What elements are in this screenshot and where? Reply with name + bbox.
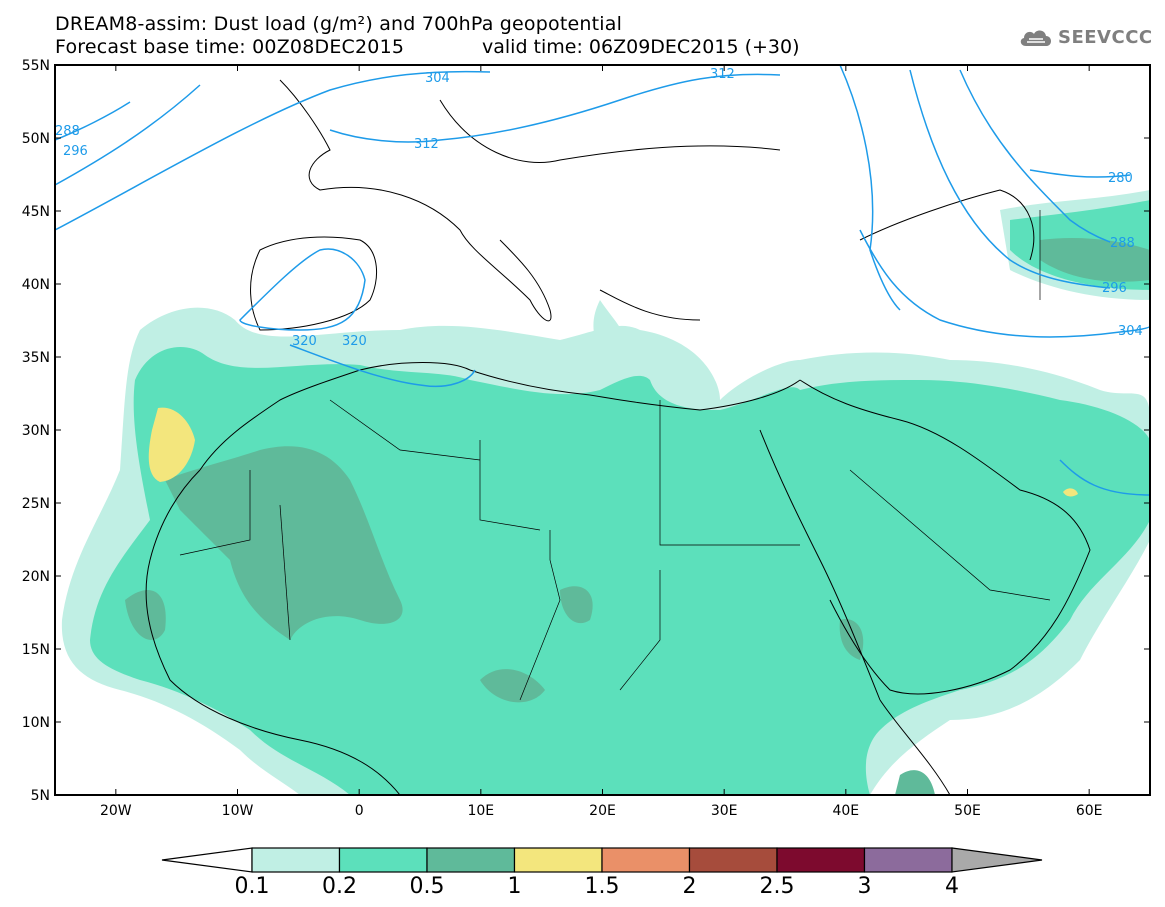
latitude-axis: 55N 50N 45N 40N 35N 30N 25N 20N 15N 10N 5N — [22, 58, 1150, 804]
colorbar-box — [251, 847, 341, 873]
colorbar-tick-label: 0.5 — [410, 874, 445, 899]
lon-tick-label: 50E — [954, 803, 981, 819]
lon-tick-label: 30E — [711, 803, 738, 819]
lat-tick-label: 10N — [22, 715, 50, 731]
colorbar: 0.1 0.2 0.5 1 1.5 2 2.5 3 4 — [161, 847, 1043, 899]
contour-label: 304 — [425, 71, 450, 86]
lat-tick-label: 30N — [22, 423, 50, 439]
lon-tick-label: 40E — [832, 803, 859, 819]
colorbar-tick-label: 4 — [945, 874, 959, 899]
colorbar-max-arrow — [951, 847, 1043, 873]
lon-tick-label: 0 — [355, 803, 364, 819]
colorbar-box — [776, 847, 866, 873]
colorbar-tick-label: 0.1 — [235, 874, 270, 899]
longitude-axis: 20W 10W 0 10E 20E 30E 40E 50E 60E — [100, 65, 1103, 819]
geopotential-contours — [55, 65, 1150, 496]
lon-tick-label: 10W — [222, 803, 254, 819]
contour-label: 288 — [1110, 236, 1135, 251]
country-borders — [179, 210, 1051, 701]
contour-label: 312 — [414, 137, 439, 152]
lat-tick-label: 20N — [22, 569, 50, 585]
lat-tick-label: 55N — [22, 58, 50, 74]
lat-tick-label: 45N — [22, 204, 50, 220]
contour-label: 296 — [63, 144, 88, 159]
dust-level-0.5 — [125, 238, 1150, 795]
colorbar-min-arrow — [161, 847, 253, 873]
colorbar-tick-label: 0.2 — [322, 874, 357, 899]
cloud-icon — [1020, 30, 1052, 46]
contour-label: 296 — [1102, 281, 1127, 296]
coastlines — [145, 79, 1091, 795]
contour-label: 304 — [1118, 324, 1143, 339]
valid-time: valid time: 06Z09DEC2015 (+30) — [482, 36, 800, 58]
map-title: DREAM8-assim: Dust load (g/m²) and 700hP… — [55, 13, 623, 35]
contour-label: 312 — [710, 67, 735, 82]
lon-tick-label: 20W — [100, 803, 132, 819]
colorbar-tick-label: 1 — [508, 874, 522, 899]
colorbar-box — [688, 847, 778, 873]
colorbar-box — [601, 847, 691, 873]
lat-tick-label: 50N — [22, 131, 50, 147]
lat-tick-label: 5N — [31, 788, 50, 804]
lat-tick-label: 40N — [22, 277, 50, 293]
lat-tick-label: 15N — [22, 642, 50, 658]
lat-tick-label: 35N — [22, 350, 50, 366]
colorbar-tick-label: 3 — [858, 874, 872, 899]
contour-labels: 304 312 288 296 312 280 288 296 304 320 … — [55, 67, 1143, 349]
colorbar-tick-label: 1.5 — [585, 874, 620, 899]
lon-tick-label: 60E — [1076, 803, 1103, 819]
contour-label: 320 — [342, 334, 367, 349]
contour-label: 320 — [292, 334, 317, 349]
lon-tick-label: 20E — [589, 803, 616, 819]
colorbar-box — [863, 847, 953, 873]
colorbar-box — [513, 847, 603, 873]
seevccc-logo: SEEVCCC — [1018, 26, 1153, 48]
colorbar-tick-label: 2.5 — [760, 874, 795, 899]
contour-label: 288 — [55, 124, 80, 139]
colorbar-box — [338, 847, 428, 873]
map-plot-area: 304 312 288 296 312 280 288 296 304 320 … — [55, 65, 1150, 795]
forecast-base-time: Forecast base time: 00Z08DEC2015 — [55, 36, 405, 58]
lat-tick-label: 25N — [22, 496, 50, 512]
contour-label: 280 — [1108, 171, 1133, 186]
logo-text: SEEVCCC — [1058, 26, 1153, 48]
colorbar-tick-label: 2 — [683, 874, 697, 899]
dust-level-1 — [148, 407, 1078, 497]
colorbar-box — [426, 847, 516, 873]
lon-tick-label: 10E — [467, 803, 494, 819]
